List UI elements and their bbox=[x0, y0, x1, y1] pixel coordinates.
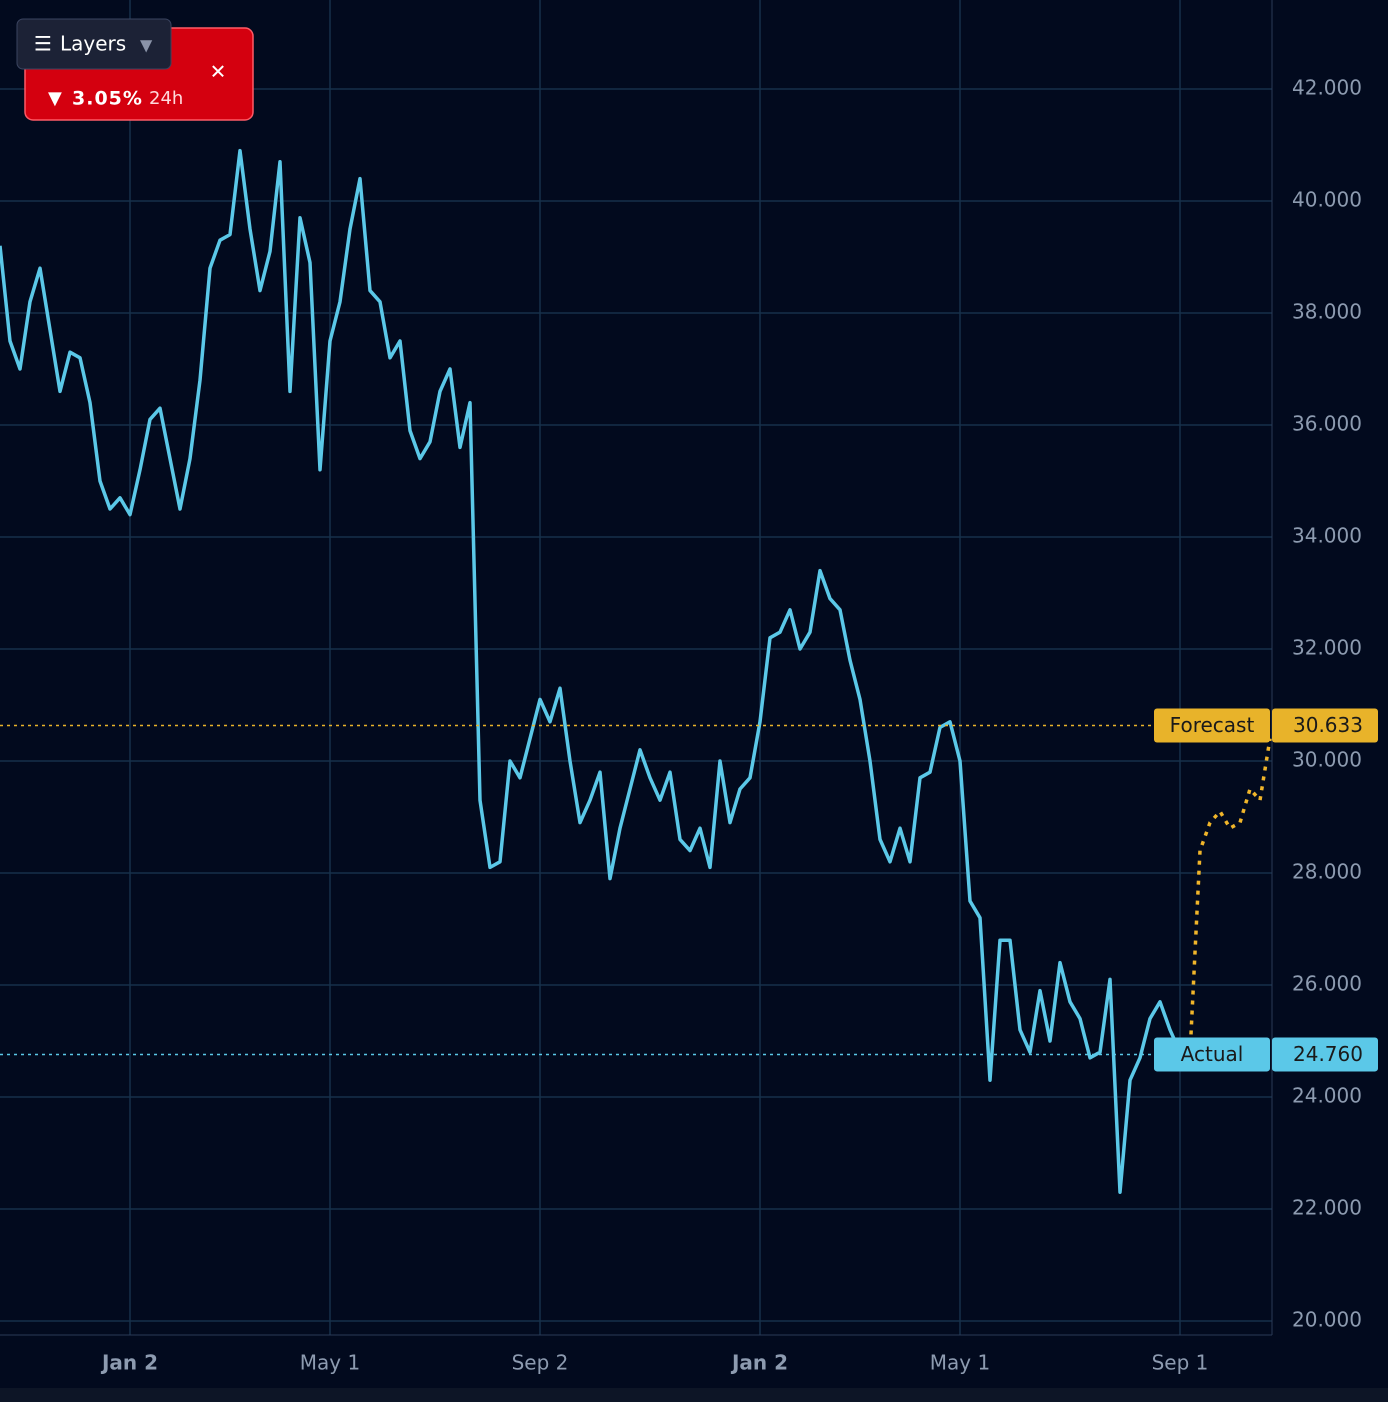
y-tick-label: 26.000 bbox=[1292, 972, 1362, 996]
marker-value-box bbox=[1272, 708, 1378, 743]
down-arrow: ▼ bbox=[48, 88, 62, 109]
x-tick-label: May 1 bbox=[930, 1351, 990, 1375]
footer-strip bbox=[0, 1388, 1388, 1402]
layers-button[interactable]: ☰ Layers ▼ bbox=[16, 18, 172, 70]
marker-name-box bbox=[1154, 708, 1270, 743]
labels: 20.000 22.000 24.000 26.000 28.000 30.000 32.0… bbox=[100, 76, 1378, 1375]
x-tick-label: Jan 2 bbox=[100, 1351, 158, 1375]
y-tick-label: 28.000 bbox=[1292, 860, 1362, 884]
close-icon[interactable]: ✕ bbox=[210, 60, 227, 84]
y-tick-label: 24.000 bbox=[1292, 1084, 1362, 1108]
layers-bg bbox=[16, 18, 172, 70]
y-tick-label: 30.000 bbox=[1292, 748, 1362, 772]
y-tick-label: 42.000 bbox=[1292, 76, 1362, 100]
x-tick-label: May 1 bbox=[300, 1351, 360, 1375]
layers-label: Layers bbox=[60, 32, 126, 56]
period: 24h bbox=[149, 88, 183, 109]
y-tick-label: 36.000 bbox=[1292, 412, 1362, 436]
change: 3.05% bbox=[72, 88, 143, 110]
series-line bbox=[0, 148, 1191, 1194]
y-tick-label: 20.000 bbox=[1292, 1308, 1362, 1332]
x-tick-label: Sep 1 bbox=[1152, 1351, 1209, 1375]
marker-value: 30.633 bbox=[1293, 713, 1363, 737]
x-tick-label: Sep 2 bbox=[512, 1351, 569, 1375]
lines bbox=[0, 148, 1272, 1194]
marker-name: Actual bbox=[1181, 1042, 1244, 1066]
marker-value: 24.760 bbox=[1293, 1042, 1363, 1066]
menu-icon: ☰ bbox=[34, 32, 52, 56]
y-tick-label: 22.000 bbox=[1292, 1196, 1362, 1220]
marker-name: Forecast bbox=[1170, 713, 1255, 737]
grid bbox=[0, 0, 1272, 1335]
y-tick-label: 38.000 bbox=[1292, 300, 1362, 324]
marker-name-box bbox=[1154, 1037, 1270, 1072]
marker-value-box bbox=[1272, 1037, 1378, 1072]
dropdown-icon: ▼ bbox=[140, 36, 153, 55]
y-tick-label: 34.000 bbox=[1292, 524, 1362, 548]
y-tick-label: 32.000 bbox=[1292, 636, 1362, 660]
x-tick-label: Jan 2 bbox=[730, 1351, 788, 1375]
series-line bbox=[1188, 738, 1272, 1055]
y-tick-label: 40.000 bbox=[1292, 188, 1362, 212]
